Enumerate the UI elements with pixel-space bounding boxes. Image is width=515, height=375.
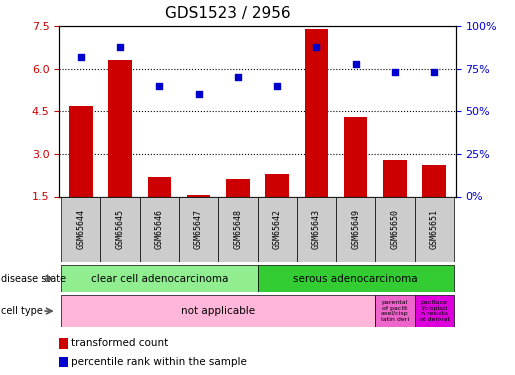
Text: GSM65647: GSM65647: [194, 209, 203, 249]
Bar: [265, 174, 289, 196]
Point: [234, 74, 242, 80]
Point: [195, 92, 203, 98]
Bar: [100, 196, 140, 262]
Bar: [69, 106, 93, 196]
Bar: [59, 338, 67, 349]
Bar: [415, 295, 454, 327]
Bar: [61, 196, 100, 262]
Bar: [226, 180, 250, 196]
Bar: [375, 196, 415, 262]
Bar: [140, 196, 179, 262]
Bar: [61, 265, 258, 292]
Bar: [59, 357, 67, 367]
Text: GSM65643: GSM65643: [312, 209, 321, 249]
Point: [391, 69, 399, 75]
Bar: [422, 165, 446, 196]
Bar: [61, 295, 375, 327]
Bar: [344, 117, 367, 196]
Point: [352, 61, 360, 67]
Text: GDS1523 / 2956: GDS1523 / 2956: [165, 6, 290, 21]
Bar: [148, 177, 171, 197]
Bar: [297, 196, 336, 262]
Text: pacltaxe
l/cisplati
n resista
nt derivat: pacltaxe l/cisplati n resista nt derivat: [419, 300, 450, 322]
Bar: [179, 196, 218, 262]
Text: cell type: cell type: [1, 306, 43, 316]
Point: [312, 44, 320, 50]
Text: GSM65646: GSM65646: [155, 209, 164, 249]
Bar: [375, 295, 415, 327]
Bar: [258, 265, 454, 292]
Bar: [108, 60, 132, 196]
Bar: [336, 196, 375, 262]
Bar: [258, 196, 297, 262]
Bar: [187, 195, 211, 196]
Text: GSM65644: GSM65644: [76, 209, 85, 249]
Point: [116, 44, 124, 50]
Text: serous adenocarcinoma: serous adenocarcinoma: [294, 274, 418, 284]
Text: parental
of paclit
axel/cisp
latin deri: parental of paclit axel/cisp latin deri: [381, 300, 409, 322]
Text: not applicable: not applicable: [181, 306, 255, 316]
Text: disease state: disease state: [1, 274, 66, 284]
Text: GSM65650: GSM65650: [390, 209, 400, 249]
Text: transformed count: transformed count: [71, 338, 168, 348]
Text: GSM65651: GSM65651: [430, 209, 439, 249]
Text: GSM65642: GSM65642: [272, 209, 282, 249]
Text: clear cell adenocarcinoma: clear cell adenocarcinoma: [91, 274, 228, 284]
Point: [273, 83, 281, 89]
Point: [77, 54, 85, 60]
Bar: [383, 160, 407, 196]
Text: GSM65649: GSM65649: [351, 209, 360, 249]
Bar: [218, 196, 258, 262]
Bar: [415, 196, 454, 262]
Text: GSM65645: GSM65645: [115, 209, 125, 249]
Text: GSM65648: GSM65648: [233, 209, 243, 249]
Bar: [304, 29, 328, 196]
Text: percentile rank within the sample: percentile rank within the sample: [71, 357, 247, 367]
Point: [430, 69, 438, 75]
Point: [155, 83, 163, 89]
